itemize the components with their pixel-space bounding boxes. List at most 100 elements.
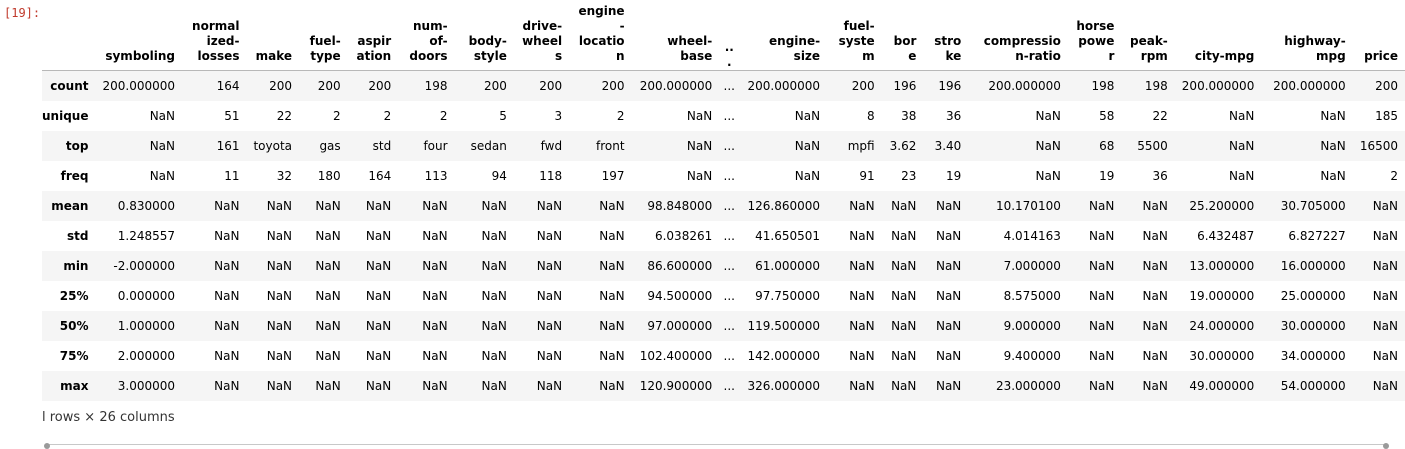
table-cell: 164 bbox=[216, 79, 240, 93]
table-cell: NaN bbox=[849, 379, 875, 393]
table-cell: 200.000000 bbox=[988, 79, 1061, 93]
row-index-label: mean bbox=[51, 199, 89, 213]
table-cell: 200.000000 bbox=[1273, 79, 1346, 93]
table-cell: NaN bbox=[1089, 349, 1115, 363]
table-cell: 25.000000 bbox=[1280, 289, 1346, 303]
table-cell: NaN bbox=[891, 229, 917, 243]
column-header: bore bbox=[881, 4, 924, 71]
table-cell: 200.000000 bbox=[1181, 79, 1255, 93]
table-cell: NaN bbox=[935, 319, 962, 333]
table-cell: NaN bbox=[266, 199, 293, 213]
table-cell: NaN bbox=[315, 319, 341, 333]
table-cell: NaN bbox=[1320, 109, 1346, 123]
table-cell: 0.000000 bbox=[117, 289, 176, 303]
table-cell: 5500 bbox=[1137, 139, 1168, 153]
table-cell: NaN bbox=[891, 319, 917, 333]
table-cell: NaN bbox=[1142, 349, 1168, 363]
table-cell: 22 bbox=[276, 109, 293, 123]
table-cell: NaN bbox=[365, 319, 392, 333]
row-index-label: max bbox=[60, 379, 89, 393]
column-header: symboling bbox=[95, 4, 183, 71]
scroll-right-icon[interactable] bbox=[1383, 443, 1389, 449]
table-cell: sedan bbox=[470, 139, 507, 153]
table-cell: 200 bbox=[269, 79, 293, 93]
table-cell: 198 bbox=[1091, 79, 1115, 93]
table-cell: NaN bbox=[481, 199, 507, 213]
table-cell: NaN bbox=[686, 109, 713, 123]
column-header: body-style bbox=[454, 4, 514, 71]
table-cell: NaN bbox=[315, 199, 341, 213]
column-header: engine-location bbox=[569, 4, 632, 71]
table-cell: NaN bbox=[422, 259, 448, 273]
table-cell: 200.000000 bbox=[102, 79, 176, 93]
execution-prompt: [19]: bbox=[4, 6, 41, 20]
shape-summary: l rows × 26 columns bbox=[42, 410, 175, 425]
table-cell: 1.000000 bbox=[117, 319, 176, 333]
table-cell: 19 bbox=[946, 169, 962, 183]
column-header: aspiration bbox=[347, 4, 399, 71]
column-header: stroke bbox=[923, 4, 969, 71]
table-cell: NaN bbox=[1372, 349, 1398, 363]
table-cell: NaN bbox=[599, 349, 625, 363]
table-cell: 200 bbox=[1375, 79, 1398, 93]
table-cell: 23 bbox=[901, 169, 917, 183]
table-cell: 2.000000 bbox=[117, 349, 176, 363]
column-header: horsepower bbox=[1067, 4, 1122, 71]
column-header: drive-wheels bbox=[513, 4, 570, 71]
table-cell: 0.830000 bbox=[117, 199, 176, 213]
table-cell: 19.000000 bbox=[1189, 289, 1255, 303]
table-cell: 4.014163 bbox=[1003, 229, 1061, 243]
table-cell: 24.000000 bbox=[1189, 319, 1255, 333]
table-cell: NaN bbox=[849, 289, 875, 303]
table-cell: NaN bbox=[599, 319, 625, 333]
table-row: top NaN 161 toyota gas std four sedan fwd front Na… bbox=[42, 131, 1405, 161]
table-cell: NaN bbox=[935, 229, 962, 243]
table-cell: NaN bbox=[481, 379, 507, 393]
table-cell: NaN bbox=[1372, 319, 1398, 333]
table-cell: NaN bbox=[422, 289, 448, 303]
table-cell: 13.000000 bbox=[1189, 259, 1255, 273]
horizontal-scrollbar[interactable] bbox=[44, 443, 1389, 449]
table-cell: NaN bbox=[481, 289, 507, 303]
table-cell: 9.000000 bbox=[1003, 319, 1061, 333]
column-header: make bbox=[246, 4, 300, 71]
table-cell: NaN bbox=[214, 289, 240, 303]
table-cell: 197 bbox=[601, 169, 625, 183]
scroll-left-icon[interactable] bbox=[44, 443, 50, 449]
table-cell: 23.000000 bbox=[995, 379, 1061, 393]
table-cell: 196 bbox=[938, 79, 962, 93]
table-cell: NaN bbox=[1229, 109, 1255, 123]
table-cell: NaN bbox=[365, 349, 392, 363]
table-cell: 41.650501 bbox=[755, 229, 821, 243]
table-cell: NaN bbox=[315, 289, 341, 303]
table-cell: 11 bbox=[224, 169, 240, 183]
table-cell: 196 bbox=[893, 79, 917, 93]
table-cell: NaN bbox=[935, 199, 962, 213]
table-cell: 36 bbox=[946, 109, 962, 123]
table-cell: 120.900000 bbox=[639, 379, 713, 393]
table-cell: 22 bbox=[1152, 109, 1168, 123]
table-cell: NaN bbox=[1089, 199, 1115, 213]
table-cell: 68 bbox=[1099, 139, 1115, 153]
table-cell: 6.432487 bbox=[1197, 229, 1255, 243]
table-cell: 6.038261 bbox=[654, 229, 713, 243]
table-cell: 36 bbox=[1152, 169, 1168, 183]
table-cell: fwd bbox=[540, 139, 563, 153]
table-cell: 8 bbox=[866, 109, 875, 123]
table-cell: NaN bbox=[1142, 229, 1168, 243]
table-cell: NaN bbox=[1089, 319, 1115, 333]
table-cell: NaN bbox=[1035, 169, 1061, 183]
row-index-label: unique bbox=[42, 109, 89, 123]
table-cell: 118 bbox=[539, 169, 563, 183]
table-cell: NaN bbox=[149, 169, 176, 183]
table-row: 50% 1.000000 NaN NaN NaN NaN NaN NaN NaN NaN 97.00… bbox=[42, 311, 1405, 341]
table-cell: 51 bbox=[224, 109, 240, 123]
table-cell: NaN bbox=[599, 259, 625, 273]
table-cell: NaN bbox=[214, 379, 240, 393]
table-cell: 3.40 bbox=[934, 139, 962, 153]
table-cell: NaN bbox=[686, 139, 713, 153]
row-index-label: min bbox=[63, 259, 89, 273]
row-index-label: 25% bbox=[59, 289, 89, 303]
table-cell: four bbox=[423, 139, 448, 153]
table-body: count 200.000000 164 200 200 200 198 200 200 200 2… bbox=[42, 70, 1405, 401]
